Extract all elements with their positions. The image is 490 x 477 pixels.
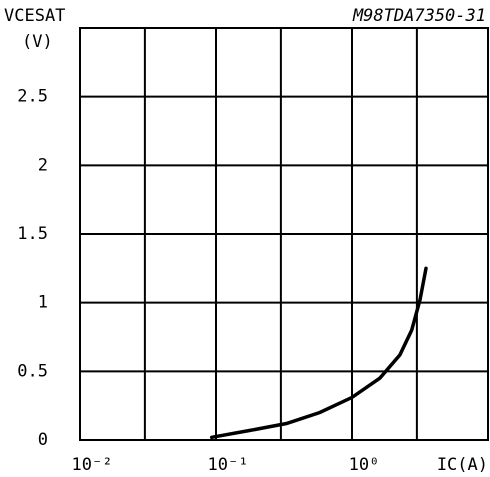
x-tick-label: 10⁻¹ <box>208 455 249 475</box>
x-axis-label: IC(A) <box>437 455 488 475</box>
y-tick-label: 2 <box>38 155 48 175</box>
chart-code: M98TDA7350-31 <box>352 6 486 26</box>
y-tick-label: 1 <box>38 293 48 313</box>
data-line <box>209 266 428 440</box>
y-tick-label: 2.5 <box>17 87 48 107</box>
y-tick-label: 0 <box>38 430 48 450</box>
y-axis-label: VCESAT <box>4 6 65 26</box>
y-tick-label: 0.5 <box>17 361 48 381</box>
x-tick-label: 10⁻² <box>72 455 113 475</box>
y-axis-unit: (V) <box>22 32 53 52</box>
x-tick-label: 10⁰ <box>349 455 380 475</box>
y-tick-label: 1.5 <box>17 224 48 244</box>
